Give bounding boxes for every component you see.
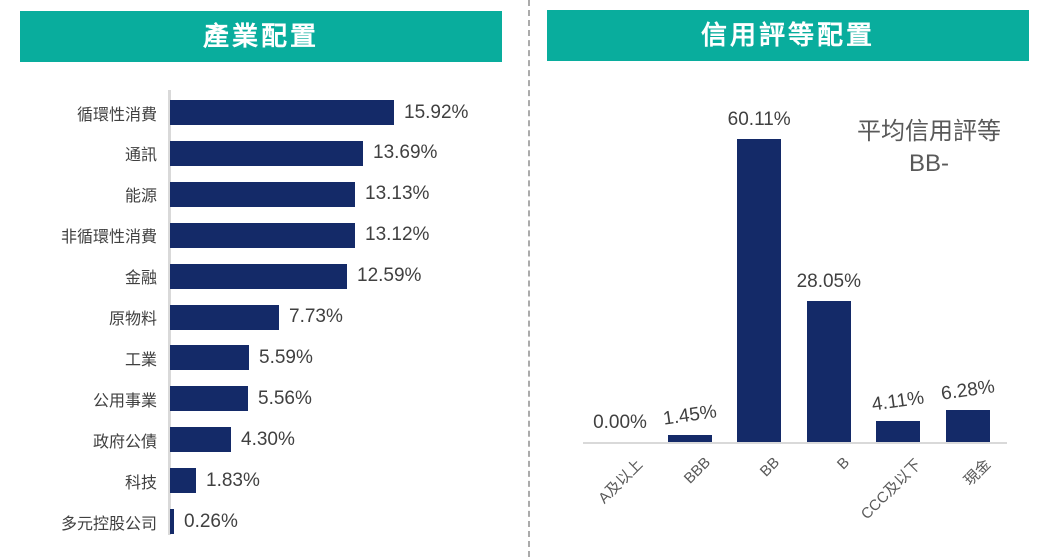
industry-row: 工業 5.59% [20, 337, 520, 378]
industry-row: 金融 12.59% [20, 256, 520, 297]
rating-value-label: 60.11% [727, 109, 791, 130]
industry-value-label: 7.73% [289, 306, 343, 327]
industry-allocation-panel: 產業配置 循環性消費 15.92% 通訊 13.69% 能源 13.13% 非循環性消費 13… [20, 11, 520, 547]
industry-value-label: 1.83% [206, 469, 260, 491]
rating-bar [876, 421, 921, 442]
industry-row: 多元控股公司 0.26% [20, 501, 520, 542]
industry-category-label: 金融 [124, 270, 157, 288]
industry-category-label: 能源 [124, 188, 157, 206]
industry-category-label: 通訊 [124, 147, 157, 165]
credit-rating-title: 信用評等配置 [547, 10, 1029, 61]
industry-bar [170, 386, 248, 412]
rating-axis-tick-label: BB [757, 454, 784, 481]
rating-value-label: 28.05% [796, 271, 862, 292]
rating-bar [667, 435, 712, 442]
credit-rating-chart: 平均信用評等 BB- 0.00% A及以上 1.45% BBB 60.11% BB 28.0… [530, 0, 1056, 557]
rating-axis-tick-label: 現金 [960, 456, 995, 490]
annotation-average-rating-label: 平均信用評等 [857, 118, 1001, 145]
rating-bar [737, 139, 782, 442]
industry-value-label: 13.13% [365, 183, 430, 205]
industry-category-label: 科技 [124, 474, 157, 492]
industry-bar [170, 181, 355, 207]
industry-value-label: 12.59% [357, 265, 422, 287]
credit-rating-panel: 信用評等配置 平均信用評等 BB- 0.00% A及以上 1.45% BBB 60.11… [530, 0, 1056, 557]
industry-row: 非循環性消費 13.12% [20, 215, 520, 256]
industry-category-label: 政府公債 [92, 433, 157, 451]
industry-value-label: 13.12% [365, 224, 430, 246]
industry-value-label: 0.26% [184, 510, 238, 532]
industry-bar [170, 345, 249, 371]
industry-category-label: 原物料 [108, 311, 157, 328]
industry-allocation-chart: 循環性消費 15.92% 通訊 13.69% 能源 13.13% 非循環性消費 13.12% 金… [20, 90, 520, 547]
rating-value-label: 1.45% [661, 401, 718, 430]
average-credit-rating-annotation: 平均信用評等 BB- [789, 116, 1056, 180]
industry-bar [170, 468, 196, 494]
industry-value-label: 5.56% [258, 387, 312, 409]
rating-value-label: 0.00% [593, 412, 647, 433]
rating-axis-tick-label: CCC及以下 [857, 456, 925, 523]
rating-bar [946, 410, 990, 442]
industry-allocation-title: 產業配置 [20, 11, 502, 62]
rating-value-label: 6.28% [939, 376, 997, 405]
rating-bar [806, 301, 851, 442]
industry-bar [170, 427, 231, 453]
industry-row: 政府公債 4.30% [20, 419, 520, 460]
industry-category-label: 循環性消費 [76, 106, 157, 124]
industry-value-label: 15.92% [404, 101, 469, 123]
industry-bar [170, 304, 279, 330]
industry-value-label: 13.69% [373, 142, 438, 164]
industry-category-label: 工業 [124, 351, 157, 369]
industry-row: 循環性消費 15.92% [20, 92, 520, 133]
rating-axis-tick-label: B [833, 454, 853, 474]
industry-row: 原物料 7.73% [20, 297, 520, 338]
industry-row: 通訊 13.69% [20, 133, 520, 174]
industry-category-label: 非循環性消費 [60, 229, 157, 247]
industry-bar [170, 140, 363, 166]
annotation-average-rating-value: BB- [908, 150, 949, 177]
industry-bar [170, 222, 355, 248]
industry-value-label: 5.59% [259, 346, 313, 368]
industry-bar [170, 263, 347, 289]
industry-category-label: 多元控股公司 [60, 515, 157, 533]
industry-value-label: 4.30% [241, 428, 295, 450]
industry-row: 能源 13.13% [20, 174, 520, 215]
industry-category-label: 公用事業 [92, 392, 157, 410]
industry-row: 公用事業 5.56% [20, 378, 520, 419]
industry-chart-axis-line [168, 90, 171, 535]
panel-divider [528, 0, 530, 557]
rating-axis-tick-label: BBB [680, 454, 714, 488]
industry-bar [170, 100, 394, 125]
rating-axis-tick-label: A及以上 [595, 456, 647, 508]
industry-row: 科技 1.83% [20, 460, 520, 501]
credit-chart-axis-line [583, 442, 1007, 444]
industry-bar [170, 509, 174, 534]
